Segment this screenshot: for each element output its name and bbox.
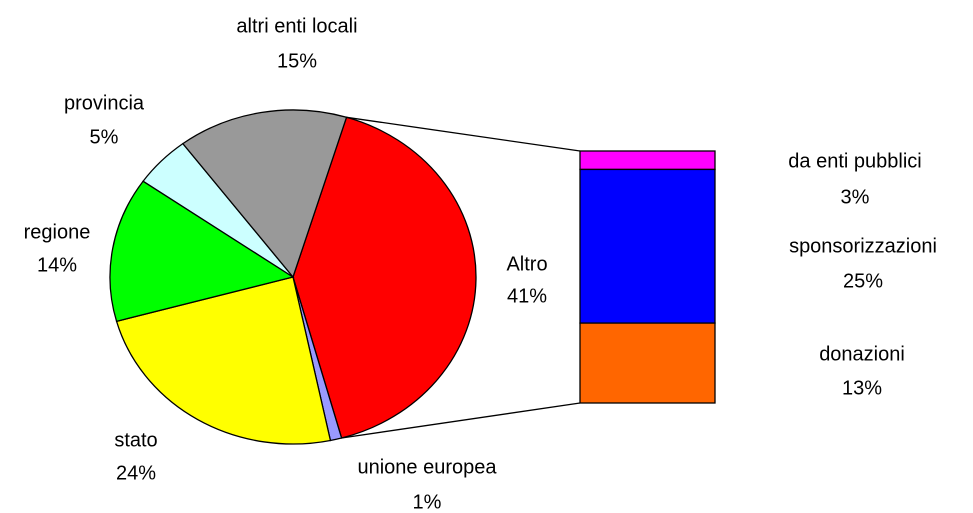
bar-label: donazioni [819,343,905,365]
slice-value-label: 14% [37,254,77,276]
slice-label: stato [114,429,157,451]
connector [341,402,581,439]
slice-label: provincia [64,92,145,114]
bar-value-label: 3% [841,186,870,208]
bar-segment [579,322,716,404]
slice-value-label: 1% [413,491,442,513]
bar-segment [579,150,716,171]
bar-value-label: 13% [842,377,882,399]
pie-slice [115,276,332,445]
pie-slice [181,109,348,279]
bar-label: da enti pubblici [788,150,921,172]
slice-value-label: 15% [277,50,317,72]
bar-segment [579,168,716,324]
bar-label: sponsorizzazioni [789,235,937,257]
pie-slice [109,180,295,323]
slice-label: altri enti locali [236,15,357,37]
slice-label: Altro [506,253,547,275]
slice-value-label: 41% [507,285,547,307]
slice-value-label: 5% [90,126,119,148]
pie-slice [292,116,477,439]
connector [346,116,581,152]
slice-label: regione [24,221,91,243]
slice-label: unione europea [357,456,497,478]
bar-value-label: 25% [843,270,883,292]
slice-value-label: 24% [116,462,156,484]
